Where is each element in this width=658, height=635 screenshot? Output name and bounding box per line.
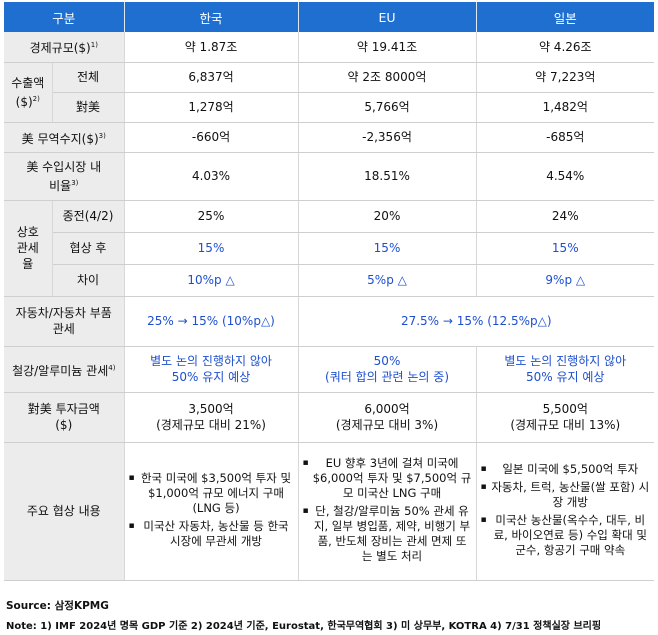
- bullet-item: EU 향후 3년에 걸쳐 미국에 $6,000억 투자 및 $7,500억 규모…: [303, 456, 472, 501]
- cell-eu: 6,000억 (경제규모 대비 3%): [298, 392, 477, 443]
- header-eu: EU: [298, 2, 477, 32]
- bullet-item: 한국 미국에 $3,500억 투자 및 $1,000억 규모 에너지 구매(LN…: [129, 471, 294, 516]
- row-label: 자동차/자동차 부품 관세: [4, 296, 125, 347]
- cell-korea: 15%: [124, 232, 299, 265]
- sub-label: 차이: [51, 264, 125, 297]
- cell-korea: 10%p △: [124, 264, 299, 297]
- cell-eu: 5,766억: [298, 92, 477, 123]
- cell-korea: 한국 미국에 $3,500억 투자 및 $1,000억 규모 에너지 구매(LN…: [124, 442, 299, 581]
- cell-japan: 1,482억: [476, 92, 655, 123]
- row-label: 경제규모($)1): [4, 32, 125, 63]
- row-import-share: 美 수입시장 내 비율3) 4.03% 18.51% 4.54%: [4, 152, 655, 201]
- row-label: 철강/알루미늄 관세4): [4, 346, 125, 393]
- row-tariff-before: 상호 관세 율 종전(4/2) 25% 20% 24%: [4, 200, 655, 297]
- row-main-negotiation: 주요 협상 내용 한국 미국에 $3,500억 투자 및 $1,000억 규모 …: [4, 442, 655, 581]
- header-category: 구분: [4, 2, 125, 32]
- cell-eu: 20%: [298, 200, 477, 233]
- cell-korea: 약 1.87조: [124, 32, 299, 63]
- row-label: 주요 협상 내용: [4, 442, 125, 581]
- header-japan: 일본: [476, 2, 655, 32]
- cell-korea: 3,500억 (경제규모 대비 21%): [124, 392, 299, 443]
- row-label: 美 무역수지($)3): [4, 122, 125, 153]
- cell-eu: 5%p △: [298, 264, 477, 297]
- row-auto-tariff: 자동차/자동차 부품 관세 25% → 15% (10%p△) 27.5% → 1…: [4, 296, 655, 347]
- cell-japan: 약 7,223억: [476, 62, 655, 93]
- cell-eu: 약 19.41조: [298, 32, 477, 63]
- sub-label: 對美: [51, 92, 125, 123]
- cell-korea: 25%: [124, 200, 299, 233]
- cell-japan: 4.54%: [476, 152, 655, 201]
- row-label: 對美 투자금액 ($): [4, 392, 125, 443]
- cell-japan: 24%: [476, 200, 655, 233]
- cell-japan: 15%: [476, 232, 655, 265]
- cell-japan: 별도 논의 진행하지 않아 50% 유지 예상: [476, 346, 655, 393]
- row-label-export: 수출액 ($)2): [4, 62, 53, 123]
- cell-korea: 1,278억: [124, 92, 299, 123]
- sub-label: 전체: [51, 62, 125, 93]
- bullet-item: 일본 미국에 $5,500억 투자: [481, 462, 651, 477]
- row-steel-tariff: 철강/알루미늄 관세4) 별도 논의 진행하지 않아 50% 유지 예상 50%(…: [4, 346, 655, 393]
- cell-eu: 약 2조 8000억: [298, 62, 477, 93]
- cell-korea: 25% → 15% (10%p△): [124, 296, 299, 347]
- sub-label: 협상 후: [51, 232, 125, 265]
- row-tariff-diff: 차이 10%p △ 5%p △ 9%p △: [4, 264, 655, 297]
- row-export-us: 對美 1,278억 5,766억 1,482억: [4, 92, 655, 123]
- cell-eu: -2,356억: [298, 122, 477, 153]
- cell-korea: -660억: [124, 122, 299, 153]
- row-export-total: 수출액 ($)2) 전체 6,837억 약 2조 8000억 약 7,223억: [4, 62, 655, 123]
- row-tariff-after: 협상 후 15% 15% 15%: [4, 232, 655, 265]
- bullet-item: 자동차, 트럭, 농산물(쌀 포함) 시장 개방: [481, 480, 651, 510]
- cell-eu: EU 향후 3년에 걸쳐 미국에 $6,000억 투자 및 $7,500억 규모…: [298, 442, 477, 581]
- cell-japan: 일본 미국에 $5,500억 투자 자동차, 트럭, 농산물(쌀 포함) 시장 …: [476, 442, 655, 581]
- row-us-investment: 對美 투자금액 ($) 3,500억 (경제규모 대비 21%) 6,000억 (경제…: [4, 392, 655, 443]
- bullet-item: 미국산 자동차, 농산물 등 한국 시장에 무관세 개방: [129, 519, 294, 549]
- row-trade-balance: 美 무역수지($)3) -660억 -2,356억 -685억: [4, 122, 655, 153]
- cell-eu: 50% (쿼터 합의 관련 논의 중): [298, 346, 477, 393]
- header-korea: 한국: [124, 2, 299, 32]
- cell-japan: -685억: [476, 122, 655, 153]
- header-row: 구분 한국 EU 일본: [4, 2, 655, 32]
- bullet-item: 단, 철강/알루미늄 50% 관세 유지, 일부 병입품, 제약, 비행기 부품…: [303, 504, 472, 564]
- cell-japan: 5,500억 (경제규모 대비 13%): [476, 392, 655, 443]
- row-label-tariff: 상호 관세 율: [4, 200, 53, 297]
- row-economy-size: 경제규모($)1) 약 1.87조 약 19.41조 약 4.26조: [4, 32, 655, 63]
- cell-eu-japan: 27.5% → 15% (12.5%p△): [298, 296, 655, 347]
- cell-japan: 9%p △: [476, 264, 655, 297]
- cell-korea: 4.03%: [124, 152, 299, 201]
- comparison-table: 구분 한국 EU 일본 경제규모($)1) 약 1.87조 약 19.41조 약…: [4, 2, 655, 581]
- footnote: Note: 1) IMF 2024년 명목 GDP 기준 2) 2024년 기준…: [6, 621, 602, 632]
- row-label: 美 수입시장 내 비율3): [4, 152, 125, 201]
- cell-korea: 별도 논의 진행하지 않아 50% 유지 예상: [124, 346, 299, 393]
- cell-eu: 15%: [298, 232, 477, 265]
- bullet-item: 미국산 농산물(옥수수, 대두, 비료, 바이오연료 등) 수입 확대 및 군수…: [481, 513, 651, 558]
- source-note: Source: 삼정KPMG: [6, 600, 109, 612]
- cell-korea: 6,837억: [124, 62, 299, 93]
- cell-eu: 18.51%: [298, 152, 477, 201]
- cell-japan: 약 4.26조: [476, 32, 655, 63]
- sub-label: 종전(4/2): [51, 200, 125, 233]
